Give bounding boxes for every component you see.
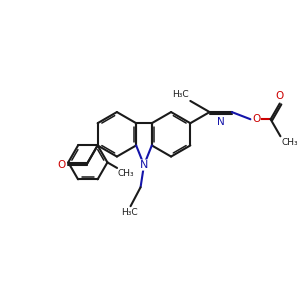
- Text: H₃C: H₃C: [121, 208, 137, 217]
- Text: N: N: [140, 160, 148, 170]
- Text: O: O: [58, 160, 66, 170]
- Text: O: O: [252, 114, 260, 124]
- Text: CH₃: CH₃: [117, 169, 134, 178]
- Text: N: N: [217, 117, 225, 127]
- Text: H₃C: H₃C: [172, 90, 189, 99]
- Text: CH₃: CH₃: [282, 138, 298, 147]
- Text: O: O: [276, 91, 284, 101]
